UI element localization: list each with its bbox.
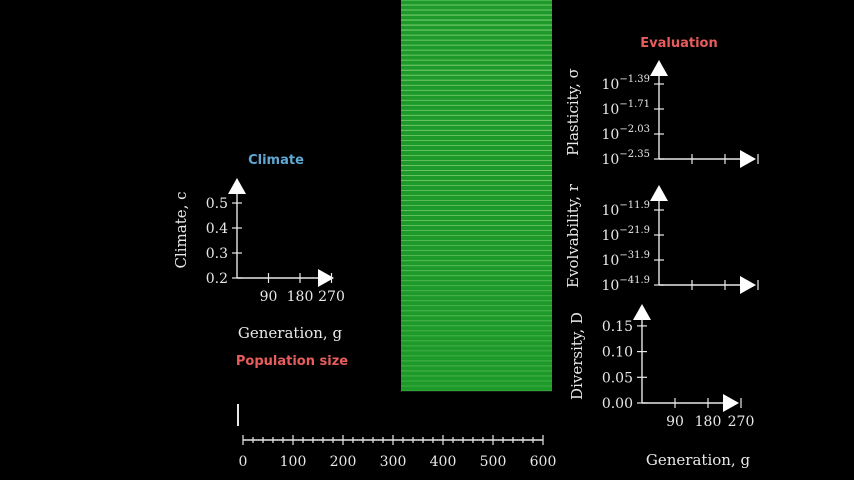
climate-y-tick-label: 0.3 (206, 246, 228, 262)
diversity-x-tick-label: 270 (728, 414, 755, 430)
diversity-panel: Diversity, D Generation, g 90 180 270 0.00 0… (568, 304, 754, 469)
climate-panel: Climate Climate, c Generation, g 90 180 27… (172, 153, 345, 342)
evolvability-x-arrow-icon (740, 276, 756, 294)
plasticity-y-arrow-icon (650, 60, 668, 76)
climate-title: Climate (248, 153, 304, 168)
plasticity-y-tick-label: 10−2.03 (602, 124, 650, 143)
population-x-tick-label: 200 (330, 454, 357, 470)
evolvability-y-tick-label: 10−31.9 (602, 250, 650, 269)
diversity-ylabel: Diversity, D (568, 312, 586, 400)
evaluation-title: Evaluation (640, 36, 717, 51)
diversity-y-tick-label: 0.00 (602, 396, 633, 412)
population-x-tick-label: 400 (430, 454, 457, 470)
climate-x-tick-label: 90 (260, 289, 278, 305)
diversity-y-tick-label: 0.05 (602, 370, 633, 386)
evolvability-y-tick-label: 10−11.9 (602, 200, 650, 219)
evolvability-panel: Evolvability, r 10−41.910−31.910−21.910−… (564, 183, 759, 294)
climate-xlabel: Generation, g (238, 324, 343, 342)
plasticity-ylabel: Plasticity, σ (564, 68, 582, 156)
climate-x-tick-label: 270 (318, 289, 345, 305)
climate-y-arrow-icon (228, 178, 246, 194)
population-title: Population size (236, 354, 348, 369)
evolvability-axes: 10−41.9 10−31.9 10−21.9 10−11.9 (602, 185, 759, 294)
plasticity-y-tick-label: 10−1.39 (602, 74, 650, 93)
climate-y-tick-label: 0.2 (206, 271, 228, 287)
population-x-tick-label: 300 (380, 454, 407, 470)
climate-y-tick-label: 0.5 (206, 196, 228, 212)
evolvability-y-tick-label: 10−21.9 (602, 225, 650, 244)
population-axes: 0 100 200 300 400 500 600 (237, 404, 556, 470)
population-x-tick-label: 500 (480, 454, 507, 470)
climate-ylabel: Climate, c (172, 191, 190, 268)
diversity-xlabel: Generation, g (646, 451, 751, 469)
climate-axes: 90 180 270 0.2 0.3 0.4 0.5 (206, 178, 345, 305)
population-x-tick-label: 600 (530, 454, 557, 470)
diversity-y-tick-label: 0.15 (602, 319, 633, 335)
plasticity-y-tick-label: 10−2.35 (602, 149, 650, 168)
climate-y-tick-label: 0.4 (206, 221, 228, 237)
population-x-tick-label: 0 (239, 454, 248, 470)
plasticity-panel: Evaluation Plasticity, σ 10−2.3510−2.031… (564, 36, 759, 168)
climate-x-tick-label: 180 (287, 289, 314, 305)
evolvability-ylabel: Evolvability, r (564, 183, 582, 288)
population-bar (237, 404, 239, 426)
diversity-x-tick-label: 180 (695, 414, 722, 430)
diversity-y-arrow-icon (633, 304, 651, 320)
diversity-y-tick-label: 0.10 (602, 345, 633, 361)
plasticity-y-tick-label: 10−1.71 (602, 99, 650, 118)
diversity-axes: 90 180 270 0.00 0.05 0.10 0.15 (602, 304, 755, 430)
diversity-x-arrow-icon (723, 394, 739, 412)
plasticity-axes: 10−2.35 10−2.03 10−1.71 10−1.39 (602, 60, 759, 168)
plasticity-x-arrow-icon (740, 150, 756, 168)
climate-x-arrow-icon (318, 269, 334, 287)
population-panel: Population size 0 100 200 300 400 500 600 (236, 354, 556, 470)
diversity-x-tick-label: 90 (666, 414, 684, 430)
population-x-tick-label: 100 (280, 454, 307, 470)
population-grid (401, 0, 552, 392)
evolvability-y-arrow-icon (650, 185, 668, 201)
evolvability-y-tick-label: 10−41.9 (602, 275, 650, 294)
